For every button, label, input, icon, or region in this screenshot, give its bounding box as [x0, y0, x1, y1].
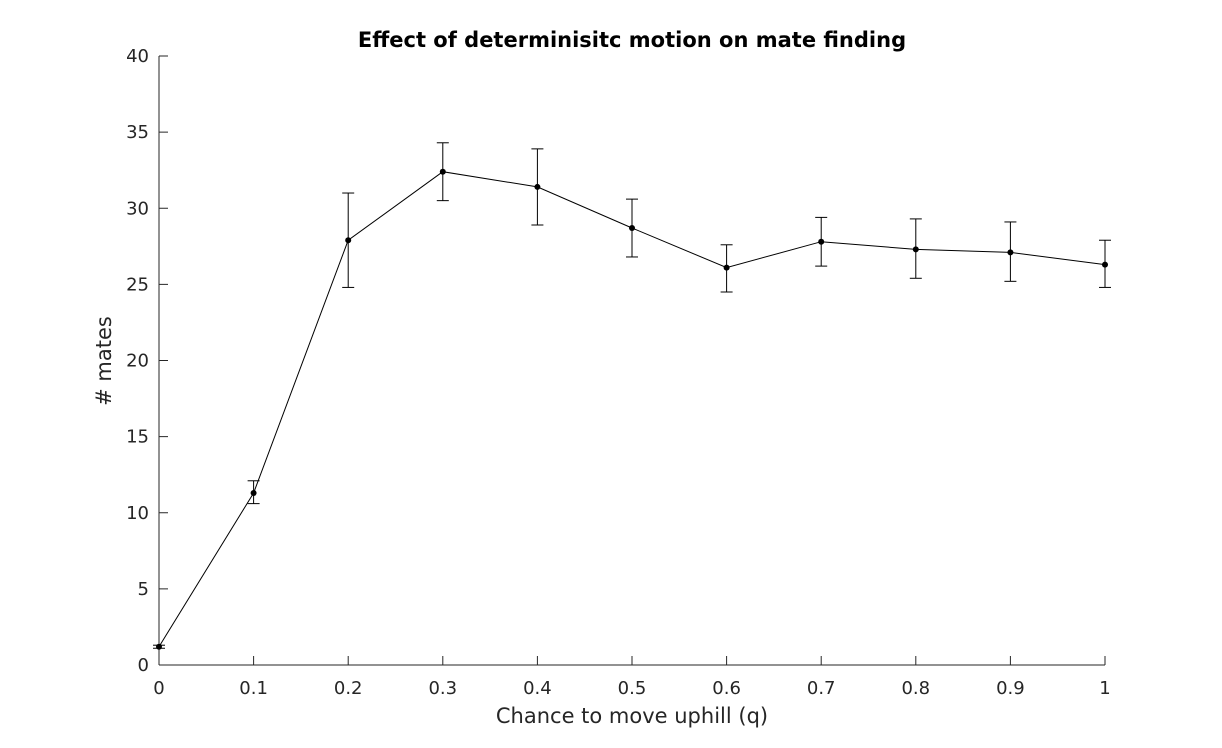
- x-tick-label: 0.9: [996, 678, 1025, 699]
- y-tick-label: 25: [126, 274, 149, 295]
- data-point: [723, 264, 730, 271]
- x-tick-label: 0.1: [239, 678, 268, 699]
- chart-title: Effect of determinisitc motion on mate f…: [358, 28, 906, 52]
- x-tick-label: 0.7: [807, 678, 836, 699]
- x-tick-label: 0: [153, 678, 164, 699]
- data-point: [534, 183, 541, 190]
- data-point: [1007, 249, 1014, 256]
- data-point: [629, 225, 635, 232]
- x-tick-label: 0.8: [901, 678, 930, 699]
- data-point: [250, 489, 257, 496]
- x-tick-label: 0.2: [334, 678, 363, 699]
- x-tick-label: 0.3: [428, 678, 457, 699]
- x-tick-label: 0.5: [618, 678, 647, 699]
- y-tick-label: 0: [138, 655, 149, 676]
- data-point: [1102, 261, 1108, 268]
- data-point: [439, 168, 446, 175]
- y-tick-label: 40: [126, 46, 149, 67]
- data-point: [345, 237, 352, 244]
- y-tick-label: 35: [126, 122, 149, 143]
- data-point: [818, 238, 825, 245]
- y-tick-label: 20: [126, 351, 149, 372]
- x-tick-label: 1: [1099, 678, 1110, 699]
- x-axis-label: Chance to move uphill (q): [496, 704, 768, 728]
- y-tick-label: 5: [138, 579, 149, 600]
- data-point: [156, 643, 162, 650]
- x-tick-label: 0.6: [712, 678, 741, 699]
- y-tick-label: 10: [126, 503, 149, 524]
- plot-area: [153, 142, 1111, 650]
- x-tick-label: 0.4: [523, 678, 552, 699]
- y-tick-label: 30: [126, 198, 149, 219]
- data-point: [912, 246, 919, 253]
- y-tick-label: 15: [126, 427, 149, 448]
- y-axis-label: # mates: [92, 316, 116, 406]
- axes: 0 0.1 0.2 0.3 0.4 0.5 0.6 0.7 0.8 0.9 105101520253…: [126, 46, 1111, 699]
